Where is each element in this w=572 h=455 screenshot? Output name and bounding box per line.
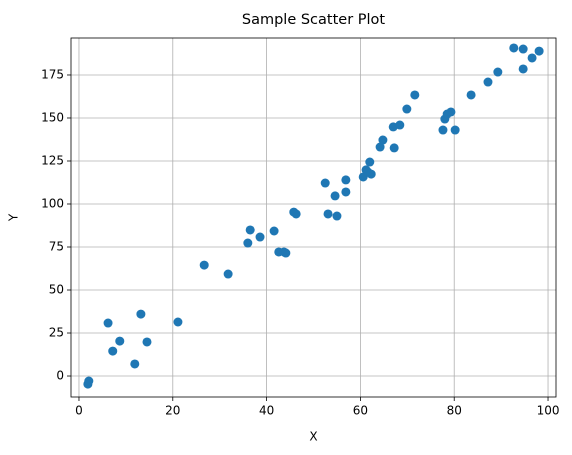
point	[199, 260, 209, 270]
plot-frame	[70, 37, 557, 398]
point	[509, 43, 519, 53]
point	[330, 191, 340, 201]
y-tick-label: 25	[49, 326, 64, 340]
chart-title: Sample Scatter Plot	[242, 12, 386, 28]
point	[410, 90, 420, 100]
x-tick-label: 40	[259, 404, 274, 418]
point	[142, 337, 152, 347]
point	[255, 232, 265, 242]
point	[223, 269, 233, 279]
x-tick-label: 20	[165, 404, 180, 418]
y-tick-label: 75	[49, 240, 64, 254]
y-tick-label: 125	[41, 153, 64, 167]
point	[378, 135, 388, 145]
x-tick-label: 100	[537, 404, 560, 418]
y-tick-label: 50	[49, 283, 64, 297]
y-axis-label: Y	[7, 213, 21, 222]
point	[136, 309, 146, 319]
point	[402, 104, 412, 114]
point	[108, 346, 118, 356]
point	[269, 226, 279, 236]
point	[389, 143, 399, 153]
point	[341, 175, 351, 185]
y-tick-label: 175	[41, 67, 64, 81]
point	[243, 238, 253, 248]
point	[281, 248, 291, 258]
point	[483, 77, 493, 87]
point	[527, 53, 537, 63]
y-tick-label: 0	[56, 369, 64, 383]
point	[103, 318, 113, 328]
point	[534, 46, 544, 56]
point	[320, 178, 330, 188]
x-tick-label: 60	[353, 404, 368, 418]
x-tick-label: 0	[75, 404, 83, 418]
point	[493, 67, 503, 77]
point	[395, 120, 405, 130]
point	[375, 142, 385, 152]
x-axis-label: X	[309, 430, 317, 444]
point	[291, 209, 301, 219]
point	[115, 336, 125, 346]
point	[332, 211, 342, 221]
point	[173, 317, 183, 327]
point	[84, 376, 94, 386]
point	[518, 64, 528, 74]
point	[366, 169, 376, 179]
point	[446, 107, 456, 117]
point	[323, 209, 333, 219]
point	[341, 187, 351, 197]
y-tick-label: 150	[41, 110, 64, 124]
y-tick-label: 100	[41, 196, 64, 210]
point	[466, 90, 476, 100]
point	[450, 125, 460, 135]
point	[438, 125, 448, 135]
x-tick-label: 80	[447, 404, 462, 418]
point	[365, 157, 375, 167]
point	[130, 359, 140, 369]
point	[245, 225, 255, 235]
point	[518, 44, 528, 54]
